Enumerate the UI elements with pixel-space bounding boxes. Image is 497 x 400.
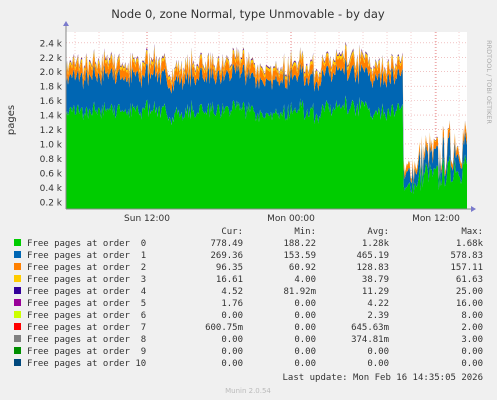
legend-value-min: 0.00: [294, 311, 316, 321]
area-series-order-2: [66, 47, 467, 185]
legend-value-max: 8.00: [461, 311, 483, 321]
legend-swatch: [14, 335, 21, 342]
legend-value-min: 0.00: [294, 359, 316, 369]
y-axis-label: pages: [6, 105, 17, 135]
legend-swatch: [14, 239, 21, 246]
area-series-order-1: [66, 58, 467, 195]
legend-value-avg: 0.00: [367, 347, 389, 357]
rrdtool-credit: RRDTOOL / TOBI OETIKER: [485, 40, 493, 124]
legend-series-name: Free pages at order 1: [27, 251, 146, 261]
legend-swatch: [14, 275, 21, 282]
y-tick-label: 1.4 k: [40, 112, 63, 122]
legend-series-name: Free pages at order 6: [27, 311, 146, 321]
legend-column-header: Max:: [461, 227, 483, 237]
legend-value-avg: 465.19: [356, 251, 389, 261]
x-tick-label: Mon 12:00: [412, 214, 460, 224]
legend-series-name: Free pages at order 4: [27, 287, 146, 297]
legend-swatch: [14, 299, 21, 306]
legend-value-cur: 0.00: [221, 311, 243, 321]
legend-value-cur: 0.00: [221, 347, 243, 357]
last-update-text: Last update: Mon Feb 16 14:35:05 2026: [283, 373, 483, 383]
legend-value-max: 25.00: [456, 287, 483, 297]
x-tick-label: Sun 12:00: [124, 214, 170, 224]
munin-version: Munin 2.0.54: [225, 387, 271, 395]
y-axis-arrow: [63, 21, 69, 26]
y-tick-label: 0.8 k: [40, 155, 63, 165]
legend-value-max: 0.00: [461, 359, 483, 369]
legend-value-min: 188.22: [283, 239, 316, 249]
legend-column-header: Cur:: [221, 227, 243, 237]
y-tick-label: 2.2 k: [40, 54, 63, 64]
legend-series-name: Free pages at order 8: [27, 335, 146, 345]
legend-series-name: Free pages at order 7: [27, 323, 146, 333]
legend-column-header: Avg:: [367, 227, 389, 237]
y-tick-label: 1.0 k: [40, 140, 63, 150]
y-tick-label: 1.8 k: [40, 83, 63, 93]
legend-value-avg: 1.28k: [362, 239, 390, 249]
legend-value-min: 0.00: [294, 299, 316, 309]
legend-value-min: 0.00: [294, 323, 316, 333]
legend-value-max: 157.11: [450, 263, 483, 273]
legend-value-max: 61.63: [456, 275, 483, 285]
legend-column-header: Min:: [294, 227, 316, 237]
chart-title: Node 0, zone Normal, type Unmovable - by…: [111, 7, 385, 21]
legend-value-cur: 1.76: [221, 299, 243, 309]
legend-swatch: [14, 287, 21, 294]
legend-swatch: [14, 359, 21, 366]
legend-value-max: 1.68k: [456, 239, 484, 249]
legend-series-name: Free pages at order 3: [27, 275, 146, 285]
legend-value-cur: 0.00: [221, 359, 243, 369]
legend-value-max: 2.00: [461, 323, 483, 333]
legend-value-cur: 778.49: [210, 239, 243, 249]
legend-value-max: 578.83: [450, 251, 483, 261]
legend-value-avg: 645.63m: [351, 323, 389, 333]
legend-value-min: 153.59: [283, 251, 316, 261]
legend-value-min: 4.00: [294, 275, 316, 285]
legend-value-cur: 16.61: [216, 275, 243, 285]
legend-value-cur: 0.00: [221, 335, 243, 345]
legend-value-min: 0.00: [294, 347, 316, 357]
legend-swatch: [14, 311, 21, 318]
legend-value-cur: 4.52: [221, 287, 243, 297]
y-tick-label: 2.4 k: [40, 39, 63, 49]
legend-value-cur: 269.36: [210, 251, 243, 261]
legend-value-avg: 0.00: [367, 359, 389, 369]
legend-value-avg: 11.29: [362, 287, 389, 297]
legend-value-max: 16.00: [456, 299, 483, 309]
legend-value-avg: 128.83: [356, 263, 389, 273]
y-tick-label: 0.4 k: [40, 184, 63, 194]
y-tick-label: 1.6 k: [40, 97, 63, 107]
legend-value-min: 0.00: [294, 335, 316, 345]
legend-value-min: 60.92: [289, 263, 316, 273]
legend-swatch: [14, 263, 21, 270]
legend-series-name: Free pages at order 0: [27, 239, 146, 249]
legend-value-avg: 38.79: [362, 275, 389, 285]
legend-value-cur: 96.35: [216, 263, 243, 273]
legend-series-name: Free pages at order 10: [27, 359, 146, 369]
legend-swatch: [14, 251, 21, 258]
x-tick-label: Mon 00:00: [267, 214, 315, 224]
legend-value-max: 3.00: [461, 335, 483, 345]
legend-value-avg: 4.22: [367, 299, 389, 309]
legend-series-name: Free pages at order 9: [27, 347, 146, 357]
legend-value-cur: 600.75m: [205, 323, 243, 333]
y-tick-label: 0.2 k: [40, 198, 63, 208]
legend-value-avg: 374.81m: [351, 335, 389, 345]
legend-swatch: [14, 323, 21, 330]
legend-series-name: Free pages at order 5: [27, 299, 146, 309]
x-axis-arrow: [471, 206, 476, 212]
y-tick-label: 0.6 k: [40, 169, 63, 179]
legend-value-min: 81.92m: [283, 287, 316, 297]
y-tick-label: 1.2 k: [40, 126, 63, 136]
legend-swatch: [14, 347, 21, 354]
legend-value-max: 0.00: [461, 347, 483, 357]
legend-series-name: Free pages at order 2: [27, 263, 146, 273]
legend-value-avg: 2.39: [367, 311, 389, 321]
area-series-order-0: [66, 95, 467, 209]
y-tick-label: 2.0 k: [40, 68, 63, 78]
